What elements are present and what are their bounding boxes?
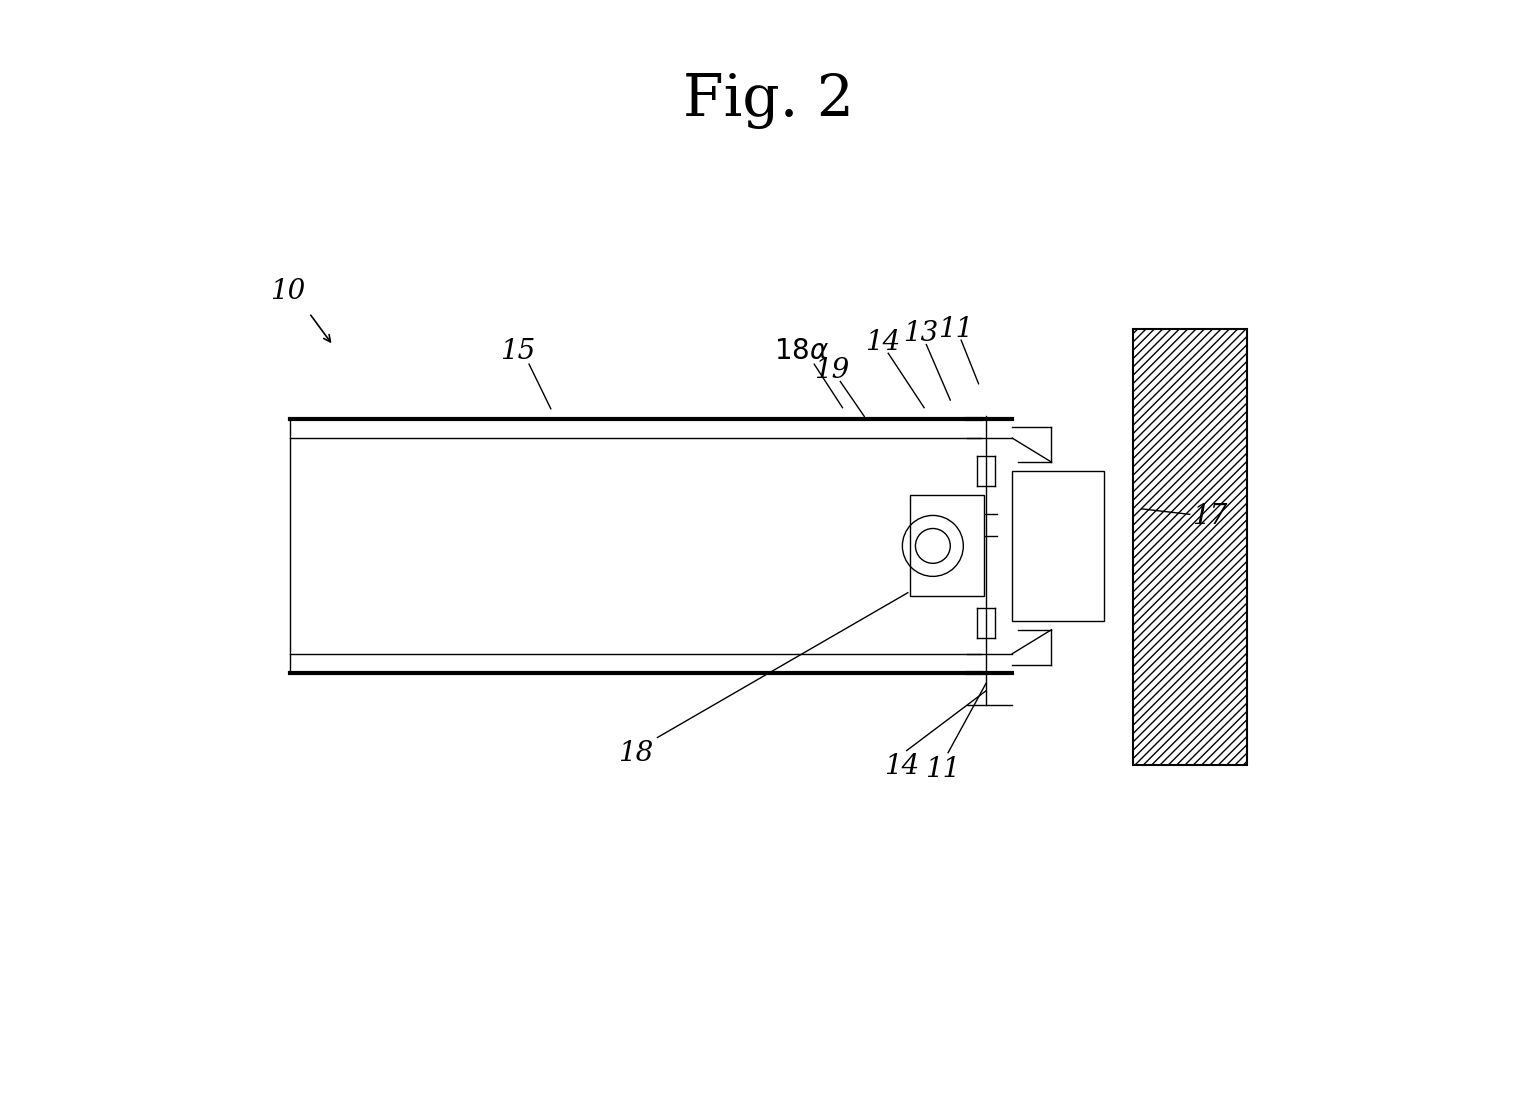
- Text: 10: 10: [271, 278, 304, 305]
- Text: 17: 17: [1191, 503, 1227, 529]
- Text: 14: 14: [865, 329, 901, 356]
- Text: 11: 11: [925, 756, 961, 782]
- Bar: [910, 494, 984, 596]
- Text: 18: 18: [618, 741, 653, 767]
- Text: 14: 14: [884, 754, 919, 780]
- Text: 11: 11: [938, 316, 973, 342]
- Bar: [1013, 470, 1104, 621]
- Bar: [1133, 329, 1248, 765]
- Text: 13: 13: [904, 321, 939, 347]
- Text: 19: 19: [815, 357, 850, 384]
- Text: Fig. 2: Fig. 2: [682, 72, 855, 129]
- Text: $18\alpha$: $18\alpha$: [773, 338, 828, 364]
- Text: 15: 15: [501, 338, 536, 364]
